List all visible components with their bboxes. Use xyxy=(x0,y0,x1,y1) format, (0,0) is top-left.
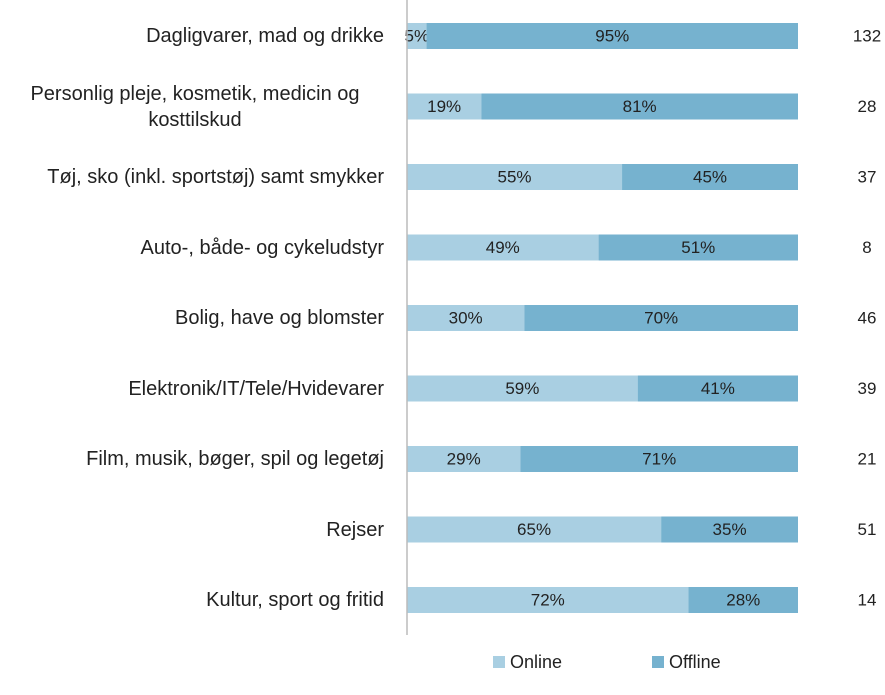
category-label: Personlig pleje, kosmetik, medicin og ko… xyxy=(0,81,384,133)
data-label: 51% xyxy=(681,238,715,257)
category-text: Auto-, både- og cykeludstyr xyxy=(140,236,384,259)
data-label: 35% xyxy=(713,520,747,539)
data-label: 5% xyxy=(404,26,429,45)
legend-label: Online xyxy=(510,652,562,672)
bar-segment xyxy=(661,516,798,543)
bar-segment xyxy=(520,446,798,472)
category-label: Elektronik/IT/Tele/Hvidevarer xyxy=(0,376,384,402)
data-label: 29% xyxy=(447,449,481,468)
bar-segment xyxy=(426,23,798,49)
bar-segment xyxy=(407,305,525,331)
bar-segment xyxy=(407,93,482,120)
data-label: 72% xyxy=(531,590,565,609)
bar-segment xyxy=(688,587,798,613)
bar-segment xyxy=(637,375,798,402)
legend-label: Offline xyxy=(669,652,721,672)
category-text: Tøj, sko (inkl. sportstøj) samt smykker xyxy=(47,166,384,188)
category-label: Rejser xyxy=(0,517,384,543)
total-label: 28 xyxy=(858,97,877,116)
category-text: Elektronik/IT/Tele/Hvidevarer xyxy=(128,377,384,400)
bar-segment xyxy=(407,375,638,402)
data-label: 55% xyxy=(498,167,532,186)
total-label: 132 xyxy=(853,26,881,45)
category-label: Auto-, både- og cykeludstyr xyxy=(0,235,384,261)
bar-segment xyxy=(407,587,689,613)
category-text: Dagligvarer, mad og drikke xyxy=(146,25,384,47)
legend-swatch xyxy=(493,656,505,668)
data-label: 45% xyxy=(693,167,727,186)
data-label: 81% xyxy=(623,97,657,116)
bar-segment xyxy=(407,164,623,190)
bar-segment xyxy=(407,516,662,543)
total-label: 39 xyxy=(858,379,877,398)
data-label: 30% xyxy=(449,308,483,327)
data-label: 41% xyxy=(701,379,735,398)
category-label: Bolig, have og blomster xyxy=(0,305,384,331)
bar-segment xyxy=(524,305,798,331)
bar-segment xyxy=(407,234,599,261)
category-text: Bolig, have og blomster xyxy=(174,307,384,329)
category-label: Dagligvarer, mad og drikke xyxy=(0,23,384,49)
total-label: 21 xyxy=(858,449,877,468)
data-label: 65% xyxy=(517,520,551,539)
total-label: 14 xyxy=(858,590,877,609)
category-text: Rejser xyxy=(326,518,384,541)
total-label: 46 xyxy=(858,308,877,327)
data-label: 59% xyxy=(505,379,539,398)
legend-swatch xyxy=(652,656,664,668)
data-label: 70% xyxy=(644,308,678,327)
data-label: 19% xyxy=(427,97,461,116)
category-label: Tøj, sko (inkl. sportstøj) samt smykker xyxy=(0,164,384,190)
bar-segment xyxy=(598,234,798,261)
category-text: Film, musik, bøger, spil og legetøj xyxy=(86,448,384,470)
data-label: 95% xyxy=(595,26,629,45)
total-label: 37 xyxy=(858,167,877,186)
category-label: Film, musik, bøger, spil og legetøj xyxy=(0,446,384,472)
category-label: Kultur, sport og fritid xyxy=(0,587,384,613)
bar-segment xyxy=(407,446,521,472)
bar-segment xyxy=(622,164,798,190)
total-label: 8 xyxy=(862,238,871,257)
bar-segment xyxy=(407,23,427,49)
category-text: Personlig pleje, kosmetik, medicin og ko… xyxy=(30,82,360,131)
total-label: 51 xyxy=(858,520,877,539)
data-label: 28% xyxy=(726,590,760,609)
category-text: Kultur, sport og fritid xyxy=(206,589,384,611)
data-label: 71% xyxy=(642,449,676,468)
bar-segment xyxy=(481,93,798,120)
data-label: 49% xyxy=(486,238,520,257)
